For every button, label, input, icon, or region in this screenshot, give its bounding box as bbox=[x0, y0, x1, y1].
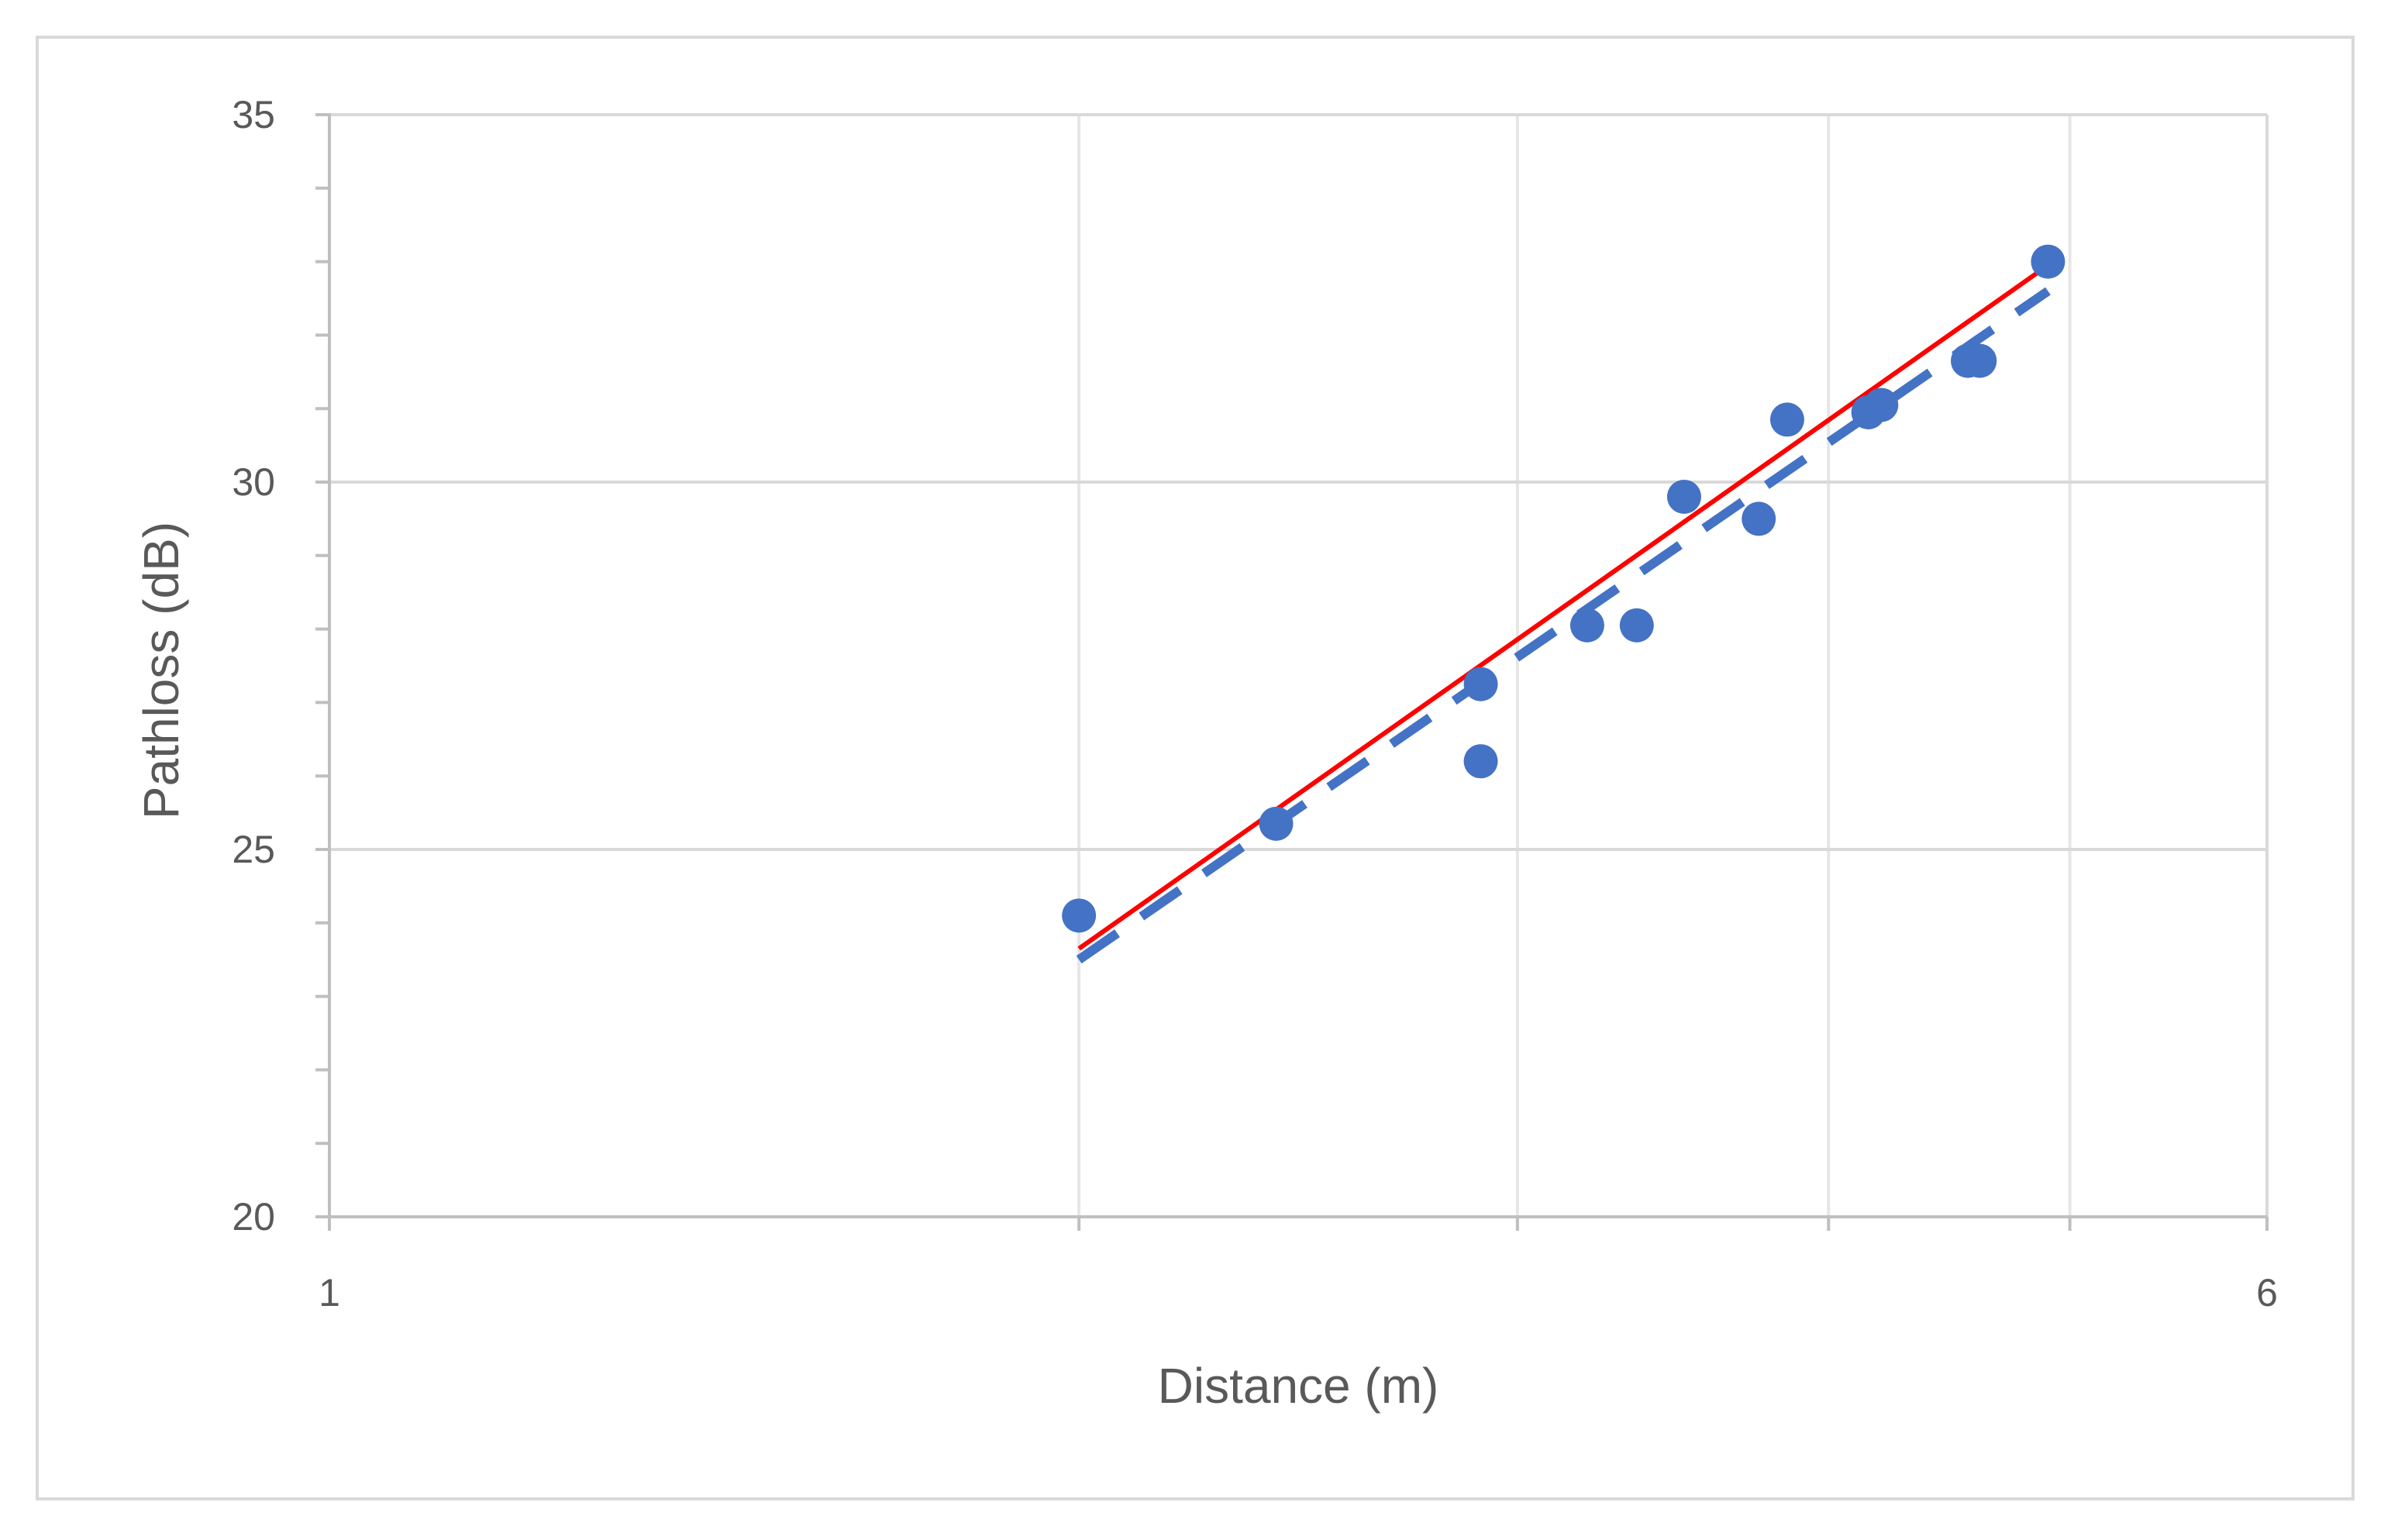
tick-labels: 20 25 30 35 1 6 bbox=[232, 93, 2278, 1314]
data-point bbox=[1569, 608, 1604, 643]
x-tick-label: 1 bbox=[319, 1271, 340, 1314]
dashed-fit-line bbox=[1076, 287, 2051, 964]
y-tick-label: 20 bbox=[232, 1195, 275, 1239]
axes bbox=[328, 113, 2267, 1218]
y-axis-title: Pathloss (dB) bbox=[133, 522, 189, 819]
gridlines bbox=[329, 113, 2269, 1217]
data-point bbox=[1259, 806, 1294, 841]
data-point bbox=[2031, 244, 2065, 279]
tick-marks bbox=[315, 113, 2269, 1231]
y-tick-label: 25 bbox=[232, 828, 275, 871]
data-point bbox=[1666, 479, 1701, 514]
data-points bbox=[1062, 244, 2065, 933]
x-axis-title: Distance (m) bbox=[1158, 1358, 1439, 1414]
data-point bbox=[1463, 744, 1498, 779]
x-tick-label: 6 bbox=[2256, 1271, 2278, 1314]
data-point bbox=[1962, 343, 1997, 378]
solid-fit-line bbox=[1077, 263, 2050, 951]
data-point bbox=[1742, 501, 1776, 536]
data-point bbox=[1769, 402, 1804, 437]
data-point bbox=[1864, 388, 1899, 422]
data-point bbox=[1619, 608, 1654, 643]
chart-frame bbox=[36, 36, 2355, 1500]
data-point bbox=[1463, 667, 1498, 701]
y-tick-label: 30 bbox=[232, 460, 275, 504]
fit-lines bbox=[1076, 263, 2051, 964]
data-point bbox=[1062, 898, 1097, 933]
y-tick-label: 35 bbox=[232, 93, 275, 136]
